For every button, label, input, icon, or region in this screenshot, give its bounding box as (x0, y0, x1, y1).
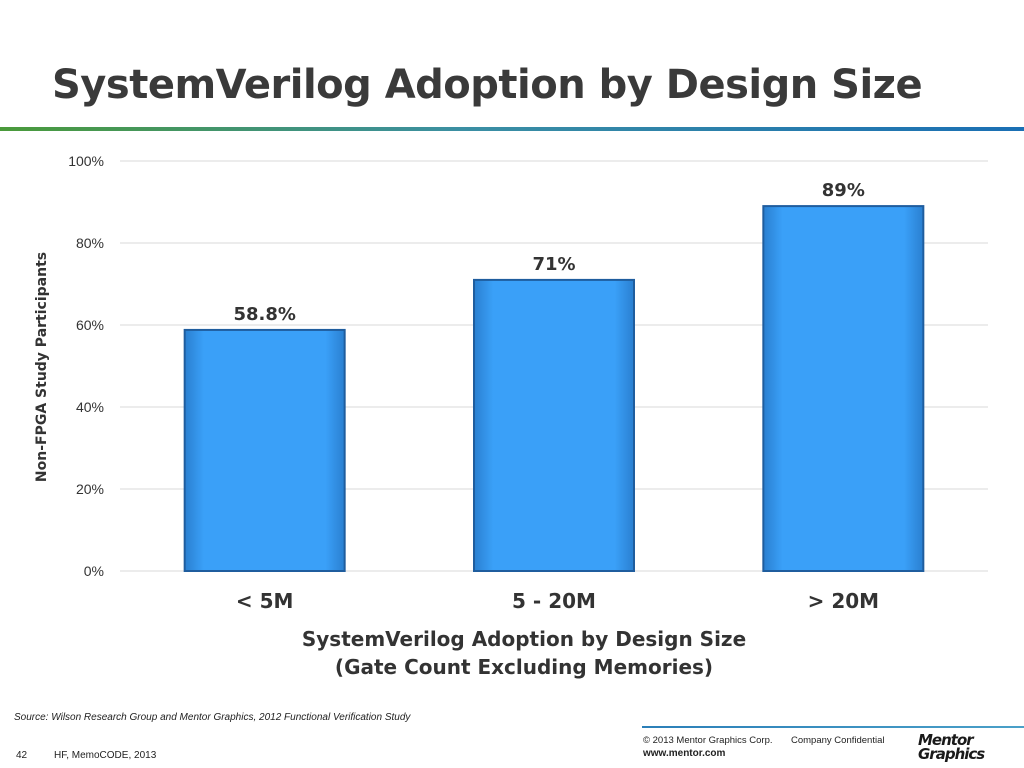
mentor-graphics-logo: Mentor Graphics (918, 733, 998, 765)
x-axis-label: SystemVerilog Adoption by Design Size (302, 627, 746, 651)
title-divider (0, 127, 1024, 131)
footer-confidential: Company Confidential (791, 735, 885, 746)
logo-line1: Mentor (918, 731, 974, 749)
bar (183, 328, 346, 572)
y-tick-label: 80% (76, 235, 104, 251)
data-labels: 58.8% 71% 89% (233, 180, 864, 325)
footer-event: HF, MemoCODE, 2013 (54, 750, 157, 761)
y-tick-label: 60% (76, 317, 104, 333)
x-tick-label: 5 - 20M (512, 589, 596, 613)
bar (473, 278, 635, 572)
bar (762, 205, 925, 572)
footer-source-note: Source: Wilson Research Group and Mentor… (14, 712, 411, 723)
y-tick-label: 100% (68, 153, 104, 169)
footer-divider (642, 726, 1024, 728)
bar-value-label: 89% (822, 180, 865, 201)
slide-title: SystemVerilog Adoption by Design Size (52, 62, 923, 108)
x-tick-label: > 20M (808, 589, 879, 613)
bars (183, 205, 925, 572)
bar-chart: 0% 20% 40% 60% 80% 100% 58.8% 71% 89% < 5M 5 - 2… (34, 153, 988, 679)
logo-line2: Graphics (918, 745, 985, 763)
x-axis-ticks: < 5M 5 - 20M > 20M (236, 589, 879, 613)
x-tick-label: < 5M (236, 589, 294, 613)
y-tick-label: 40% (76, 399, 104, 415)
page-number: 42 (16, 750, 28, 761)
footer-copyright: © 2013 Mentor Graphics Corp. (643, 735, 773, 746)
y-tick-label: 20% (76, 481, 104, 497)
bar-value-label: 58.8% (233, 304, 295, 325)
bar-value-label: 71% (532, 254, 575, 275)
y-axis-label: Non-FPGA Study Participants (34, 252, 50, 482)
y-tick-label: 0% (84, 563, 104, 579)
y-axis-ticks: 0% 20% 40% 60% 80% 100% (68, 153, 104, 579)
x-axis-label-line2: (Gate Count Excluding Memories) (335, 655, 713, 679)
footer-url: www.mentor.com (643, 748, 726, 759)
